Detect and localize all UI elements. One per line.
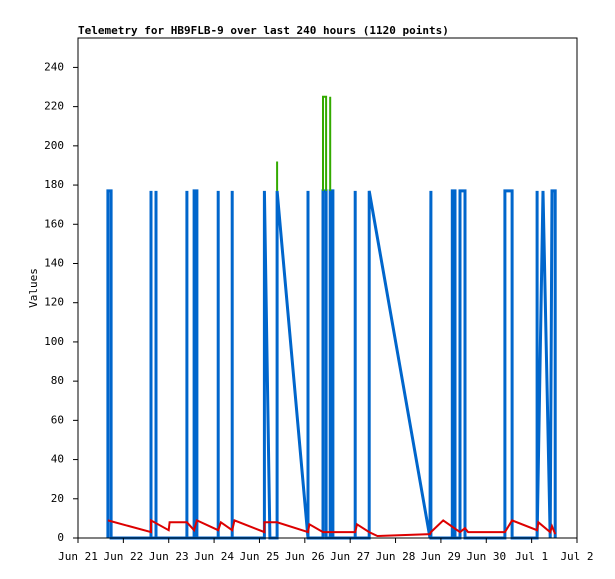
x-tick-label: Jun 25	[240, 550, 280, 563]
x-tick-label: Jun 22	[103, 550, 143, 563]
series-line	[106, 189, 557, 540]
y-tick-label: 80	[51, 374, 64, 387]
x-tick-label: Jul 1	[515, 550, 548, 563]
y-tick-label: 220	[44, 100, 64, 113]
x-tick-label: Jun 24	[194, 550, 234, 563]
x-tick-label: Jun 30	[466, 550, 506, 563]
x-tick-label: Jun 26	[285, 550, 325, 563]
x-tick-label: Jun 21	[58, 550, 98, 563]
y-tick-label: 20	[51, 492, 64, 505]
y-tick-label: 40	[51, 453, 64, 466]
x-tick-label: Jun 29	[421, 550, 461, 563]
y-tick-label: 200	[44, 139, 64, 152]
y-tick-label: 180	[44, 178, 64, 191]
y-tick-label: 120	[44, 296, 64, 309]
series-line	[107, 518, 557, 538]
y-axis-label: Values	[27, 268, 40, 308]
chart-title: Telemetry for HB9FLB-9 over last 240 hou…	[78, 24, 449, 37]
y-tick-label: 140	[44, 256, 64, 269]
plot-frame	[77, 37, 578, 539]
y-tick-label: 240	[44, 60, 64, 73]
x-tick-label: Jun 23	[149, 550, 189, 563]
y-tick-label: 160	[44, 217, 64, 230]
y-tick-label: 60	[51, 413, 64, 426]
y-tick-label: 0	[57, 531, 64, 544]
series-line	[276, 95, 332, 191]
plot-area	[106, 95, 557, 540]
x-tick-label: Jul 2	[560, 550, 593, 563]
x-tick-label: Jun 28	[376, 550, 416, 563]
x-tick-label: Jun 27	[330, 550, 370, 563]
y-tick-label: 100	[44, 335, 64, 348]
